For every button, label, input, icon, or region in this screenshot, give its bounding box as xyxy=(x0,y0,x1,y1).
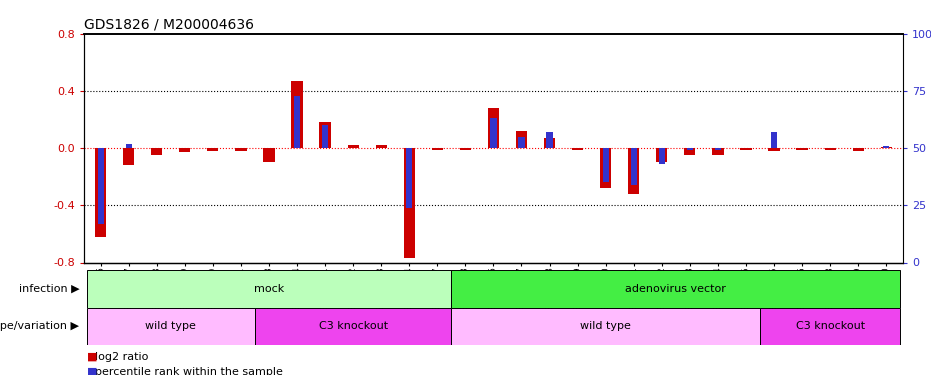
Bar xyxy=(123,148,134,165)
Bar xyxy=(375,145,386,148)
Bar xyxy=(715,148,721,150)
Bar xyxy=(319,122,331,148)
Bar xyxy=(712,148,723,155)
Bar xyxy=(516,131,527,148)
Bar xyxy=(884,146,889,148)
Bar xyxy=(98,148,103,224)
Bar xyxy=(628,148,640,194)
Bar xyxy=(659,148,665,164)
Bar xyxy=(519,136,524,148)
Bar xyxy=(771,132,777,148)
Bar xyxy=(544,138,555,148)
Bar xyxy=(656,148,668,162)
Text: ■: ■ xyxy=(87,367,97,375)
Bar xyxy=(687,148,693,150)
Bar xyxy=(768,148,779,151)
Bar xyxy=(236,148,247,151)
Bar xyxy=(825,148,836,150)
Text: adenovirus vector: adenovirus vector xyxy=(626,284,726,294)
Bar xyxy=(572,148,583,150)
Bar xyxy=(406,148,412,208)
Bar xyxy=(853,148,864,151)
Bar xyxy=(602,148,609,182)
Text: wild type: wild type xyxy=(580,321,631,331)
Bar xyxy=(760,308,900,345)
Text: percentile rank within the sample: percentile rank within the sample xyxy=(88,367,283,375)
Bar xyxy=(452,270,900,308)
Text: log2 ratio: log2 ratio xyxy=(88,352,149,362)
Bar xyxy=(347,145,358,148)
Bar xyxy=(796,148,808,150)
Bar xyxy=(87,308,255,345)
Bar xyxy=(630,148,637,185)
Bar xyxy=(151,148,162,155)
Bar xyxy=(491,118,496,148)
Bar xyxy=(126,144,132,148)
Bar xyxy=(291,81,303,148)
Text: C3 knockout: C3 knockout xyxy=(318,321,387,331)
Text: ■: ■ xyxy=(87,352,97,362)
Bar xyxy=(740,148,751,150)
Bar xyxy=(600,148,612,188)
Bar xyxy=(881,147,892,148)
Bar xyxy=(404,148,415,258)
Bar xyxy=(294,96,300,148)
Text: infection ▶: infection ▶ xyxy=(19,284,79,294)
Bar xyxy=(263,148,275,162)
Bar xyxy=(546,132,553,148)
Text: C3 knockout: C3 knockout xyxy=(796,321,865,331)
Bar xyxy=(488,108,499,148)
Text: GDS1826 / M200004636: GDS1826 / M200004636 xyxy=(84,17,254,31)
Bar xyxy=(255,308,452,345)
Bar xyxy=(460,148,471,150)
Bar xyxy=(322,125,328,148)
Bar xyxy=(208,148,219,151)
Bar xyxy=(95,148,106,237)
Text: wild type: wild type xyxy=(145,321,196,331)
Bar xyxy=(87,270,452,308)
Bar xyxy=(432,148,443,150)
Bar xyxy=(179,148,191,152)
Bar xyxy=(452,308,760,345)
Text: mock: mock xyxy=(254,284,284,294)
Bar xyxy=(684,148,695,155)
Text: genotype/variation ▶: genotype/variation ▶ xyxy=(0,321,79,331)
